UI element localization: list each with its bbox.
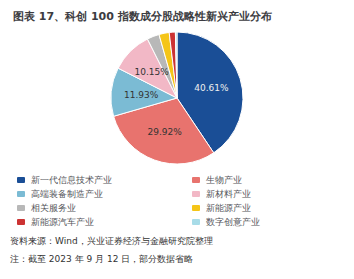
svg-text:图表 17、科创 100 指数成分股战略性新兴产业分布: 图表 17、科创 100 指数成分股战略性新兴产业分布 xyxy=(13,10,272,23)
svg-text:数字创意产业: 数字创意产业 xyxy=(206,217,260,227)
svg-text:40.61%: 40.61% xyxy=(194,83,229,93)
svg-text:新能源汽车产业: 新能源汽车产业 xyxy=(31,217,94,227)
svg-text:29.92%: 29.92% xyxy=(147,127,182,137)
svg-text:新材料产业: 新材料产业 xyxy=(206,189,251,199)
svg-text:高端装备制造产业: 高端装备制造产业 xyxy=(31,189,103,199)
svg-text:资料来源：Wind，兴业证券经济与金融研究院整理: 资料来源：Wind，兴业证券经济与金融研究院整理 xyxy=(10,236,213,246)
svg-text:生物产业: 生物产业 xyxy=(206,175,242,185)
svg-text:10.15%: 10.15% xyxy=(134,67,169,77)
svg-text:新一代信息技术产业: 新一代信息技术产业 xyxy=(31,175,112,185)
svg-text:新能源产业: 新能源产业 xyxy=(206,203,251,213)
svg-text:相关服务业: 相关服务业 xyxy=(31,203,76,213)
svg-text:注：截至 2023 年 9 月 12 日，部分数据省略: 注：截至 2023 年 9 月 12 日，部分数据省略 xyxy=(10,254,193,264)
svg-text:11.93%: 11.93% xyxy=(124,90,159,100)
